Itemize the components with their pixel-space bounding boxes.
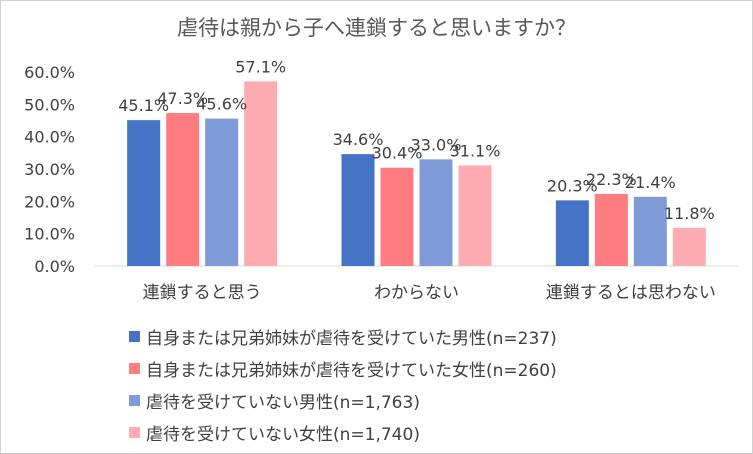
bar	[555, 200, 589, 266]
chart-legend: 自身または兄弟姉妹が虐待を受けていた男性(n=237) 自身または兄弟姉妹が虐待を…	[129, 320, 557, 448]
y-tick-label: 40.0%	[24, 128, 75, 147]
bar	[166, 113, 200, 267]
y-tick-label: 0.0%	[34, 257, 75, 276]
data-label: 30.4%	[372, 144, 423, 163]
data-label: 45.6%	[196, 95, 247, 114]
legend-label: 虐待を受けていない女性(n=1,740)	[146, 424, 420, 445]
y-tick-label: 60.0%	[24, 63, 75, 82]
bar	[633, 196, 667, 266]
x-category-label: 連鎖するとは思わない	[546, 283, 716, 303]
data-label: 21.4%	[625, 173, 676, 192]
legend-swatch	[129, 394, 140, 406]
data-label: 33.0%	[411, 135, 462, 154]
data-label: 47.3%	[157, 89, 208, 108]
bar	[244, 81, 278, 266]
bar	[127, 120, 161, 266]
data-label: 34.6%	[333, 130, 384, 149]
bar	[672, 227, 706, 266]
y-tick-label: 50.0%	[24, 95, 75, 114]
x-category-label: わからない	[374, 283, 459, 303]
y-tick-label: 20.0%	[24, 192, 75, 211]
y-tick-label: 30.0%	[24, 160, 75, 179]
legend-swatch	[129, 362, 140, 374]
y-tick-label: 10.0%	[24, 225, 75, 244]
data-label: 31.1%	[450, 141, 501, 160]
bar	[205, 118, 239, 266]
bar	[419, 159, 453, 266]
bar	[458, 165, 492, 266]
legend-label: 自身または兄弟姉妹が虐待を受けていた男性(n=237)	[146, 328, 557, 349]
data-label: 57.1%	[235, 57, 286, 76]
data-label: 22.3%	[586, 170, 637, 189]
legend-item: 自身または兄弟姉妹が虐待を受けていた男性(n=237)	[129, 320, 557, 352]
legend-swatch	[129, 426, 140, 438]
legend-item: 虐待を受けていない女性(n=1,740)	[129, 416, 557, 448]
data-label: 11.8%	[664, 204, 715, 223]
bar	[341, 154, 375, 266]
data-label: 45.1%	[118, 96, 169, 115]
legend-item: 自身または兄弟姉妹が虐待を受けていた女性(n=260)	[129, 352, 557, 384]
chart-title: 虐待は親から子へ連鎖すると思いますか？	[177, 16, 576, 40]
legend-label: 自身または兄弟姉妹が虐待を受けていた女性(n=260)	[146, 360, 557, 381]
bar	[380, 167, 414, 266]
data-label: 20.3%	[547, 176, 598, 195]
legend-label: 虐待を受けていない男性(n=1,763)	[146, 392, 420, 413]
bar	[594, 193, 628, 266]
x-category-label: 連鎖すると思う	[143, 283, 262, 303]
legend-swatch	[129, 330, 140, 342]
legend-item: 虐待を受けていない男性(n=1,763)	[129, 384, 557, 416]
